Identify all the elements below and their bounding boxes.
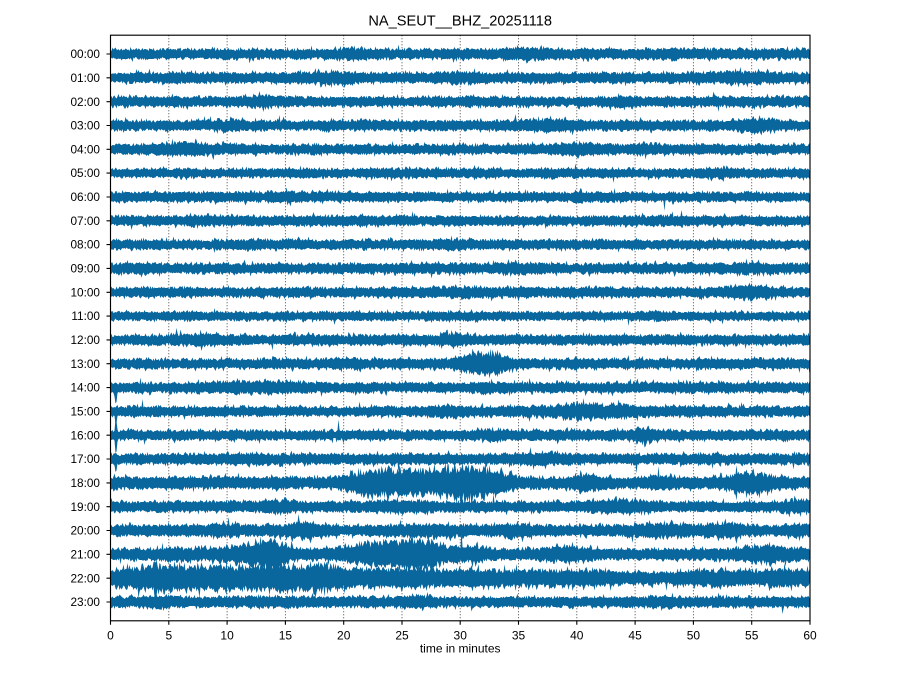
svg-text:01:00: 01:00	[70, 71, 100, 85]
svg-text:time in minutes: time in minutes	[420, 642, 501, 656]
svg-text:15:00: 15:00	[70, 405, 100, 419]
svg-text:22:00: 22:00	[70, 571, 100, 585]
svg-text:20:00: 20:00	[70, 524, 100, 538]
svg-text:18:00: 18:00	[70, 476, 100, 490]
svg-text:16:00: 16:00	[70, 428, 100, 442]
svg-text:45: 45	[628, 629, 642, 643]
svg-text:07:00: 07:00	[70, 214, 100, 228]
svg-text:10: 10	[220, 629, 234, 643]
svg-text:40: 40	[570, 629, 584, 643]
svg-text:50: 50	[687, 629, 701, 643]
svg-text:12:00: 12:00	[70, 333, 100, 347]
svg-text:04:00: 04:00	[70, 142, 100, 156]
svg-text:06:00: 06:00	[70, 190, 100, 204]
svg-text:30: 30	[454, 629, 468, 643]
svg-text:20: 20	[337, 629, 351, 643]
svg-text:23:00: 23:00	[70, 595, 100, 609]
svg-text:11:00: 11:00	[71, 309, 100, 323]
svg-text:35: 35	[512, 629, 526, 643]
svg-text:19:00: 19:00	[70, 500, 100, 514]
svg-text:NA_SEUT__BHZ_20251118: NA_SEUT__BHZ_20251118	[368, 14, 552, 30]
svg-text:0: 0	[107, 629, 114, 643]
svg-text:15: 15	[279, 629, 293, 643]
svg-text:03:00: 03:00	[70, 119, 100, 133]
svg-text:00:00: 00:00	[70, 47, 100, 61]
svg-text:21:00: 21:00	[70, 547, 100, 561]
svg-text:08:00: 08:00	[70, 238, 100, 252]
svg-text:05:00: 05:00	[70, 166, 100, 180]
svg-text:09:00: 09:00	[70, 262, 100, 276]
svg-text:10:00: 10:00	[70, 285, 100, 299]
svg-text:02:00: 02:00	[70, 95, 100, 109]
svg-text:14:00: 14:00	[70, 381, 100, 395]
svg-text:13:00: 13:00	[70, 357, 100, 371]
svg-text:17:00: 17:00	[70, 452, 100, 466]
svg-text:5: 5	[165, 629, 172, 643]
svg-text:55: 55	[745, 629, 759, 643]
svg-text:25: 25	[395, 629, 409, 643]
svg-text:60: 60	[803, 629, 817, 643]
